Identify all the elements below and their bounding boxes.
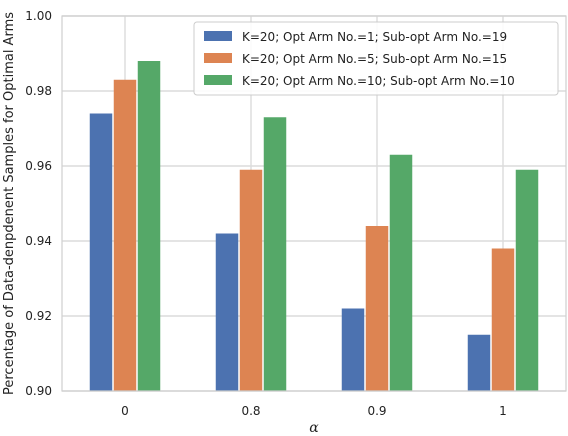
bar bbox=[341, 308, 365, 391]
legend: K=20; Opt Arm No.=1; Sub-opt Arm No.=19 K… bbox=[193, 21, 559, 96]
plot-border bbox=[61, 15, 567, 392]
y-tick-label: 0.98 bbox=[25, 84, 52, 98]
bar bbox=[515, 169, 539, 391]
bar bbox=[365, 226, 389, 391]
bars bbox=[89, 61, 539, 391]
bar bbox=[215, 233, 239, 391]
x-tick-label: 0.8 bbox=[241, 404, 260, 418]
bar bbox=[263, 117, 287, 391]
bar bbox=[467, 334, 491, 391]
y-tick-label: 1.00 bbox=[25, 9, 52, 23]
y-axis-label: Percentage of Data-denpdenent Samples fo… bbox=[2, 12, 17, 395]
x-axis-label: α bbox=[309, 420, 319, 436]
legend-label: K=20; Opt Arm No.=5; Sub-opt Arm No.=15 bbox=[242, 52, 507, 66]
legend-swatch bbox=[204, 53, 232, 63]
y-tick-label: 0.96 bbox=[25, 159, 52, 173]
bar bbox=[89, 113, 113, 391]
legend-box bbox=[193, 21, 559, 96]
bar bbox=[137, 61, 161, 391]
bar bbox=[113, 79, 137, 391]
y-tick-label: 0.90 bbox=[25, 384, 52, 398]
legend-swatch bbox=[204, 31, 232, 41]
x-tick-label: 1 bbox=[499, 404, 507, 418]
x-tick-label: 0 bbox=[121, 404, 129, 418]
legend-label: K=20; Opt Arm No.=10; Sub-opt Arm No.=10 bbox=[242, 74, 515, 88]
plot-frame bbox=[61, 15, 567, 392]
tick-labels: 0.90 0.92 0.94 0.96 0.98 1.00 0 0.8 0.9 1 bbox=[25, 9, 507, 418]
legend-swatch bbox=[204, 75, 232, 85]
legend-label: K=20; Opt Arm No.=1; Sub-opt Arm No.=19 bbox=[242, 30, 507, 44]
y-tick-label: 0.92 bbox=[25, 309, 52, 323]
bar bbox=[239, 169, 263, 391]
y-tick-label: 0.94 bbox=[25, 234, 52, 248]
bar bbox=[491, 248, 515, 391]
bar bbox=[389, 154, 413, 391]
x-tick-label: 0.9 bbox=[367, 404, 386, 418]
